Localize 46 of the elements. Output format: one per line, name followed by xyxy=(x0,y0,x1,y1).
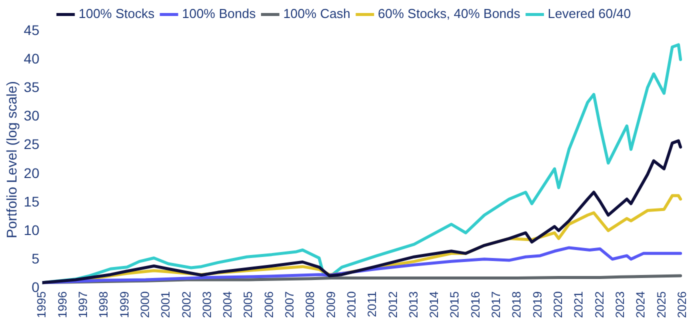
x-tick-label: 2009 xyxy=(324,290,338,318)
x-tick-label: 2004 xyxy=(220,290,235,318)
x-tick-label: 1998 xyxy=(96,290,111,318)
y-tick-label: 10 xyxy=(24,222,40,238)
x-tick-label: 2005 xyxy=(241,290,256,318)
legend-label: 60% Stocks, 40% Bonds xyxy=(378,6,521,22)
x-tick-label: 1997 xyxy=(76,290,90,318)
y-tick-label: 20 xyxy=(24,164,40,181)
x-tick-label: 2012 xyxy=(386,290,400,318)
y-tick-label: 5 xyxy=(32,250,40,267)
x-tick-label: 2026 xyxy=(674,290,689,318)
x-tick-label: 2003 xyxy=(200,290,214,318)
y-tick-label: 15 xyxy=(24,193,40,210)
x-tick-label: 2000 xyxy=(138,290,152,318)
y-tick-label: 35 xyxy=(24,79,40,96)
y-tick-label: 40 xyxy=(24,50,40,66)
y-tick-label: 45 xyxy=(24,22,40,38)
x-tick-label: 2023 xyxy=(612,290,627,318)
y-tick-label: 25 xyxy=(24,136,40,152)
x-tick-label: 2021 xyxy=(572,290,586,318)
legend-label: 100% Bonds xyxy=(182,6,256,22)
x-tick-label: 2022 xyxy=(592,290,606,318)
x-tick-label: 1996 xyxy=(55,290,70,318)
y-axis-title: Portfolio Level (log scale) xyxy=(3,81,20,238)
x-tick-label: 2001 xyxy=(158,290,173,318)
x-tick-label: 2024 xyxy=(634,290,648,318)
x-tick-label: 2010 xyxy=(344,290,358,318)
legend-label: 100% Stocks xyxy=(78,6,155,22)
x-tick-label: 2007 xyxy=(282,290,297,318)
x-tick-label: 2002 xyxy=(179,290,194,318)
x-tick-label: 2011 xyxy=(365,290,380,318)
x-tick-label: 2018 xyxy=(510,290,524,318)
x-tick-label: 2006 xyxy=(262,290,276,318)
x-tick-label: 2013 xyxy=(406,290,420,318)
x-tick-label: 2025 xyxy=(654,290,668,318)
x-tick-label: 2008 xyxy=(303,290,318,318)
x-tick-label: 2019 xyxy=(530,290,544,318)
x-tick-label: 2020 xyxy=(550,290,565,318)
x-tick-label: 2016 xyxy=(468,290,482,318)
x-tick-label: 2014 xyxy=(427,290,442,318)
legend-label: 100% Cash xyxy=(283,6,350,22)
legend-label: Levered 60/40 xyxy=(548,6,631,22)
y-tick-label: 30 xyxy=(24,108,40,124)
x-tick-label: 1999 xyxy=(117,290,132,318)
x-tick-label: 2017 xyxy=(489,290,504,318)
x-tick-label: 2015 xyxy=(448,290,462,318)
